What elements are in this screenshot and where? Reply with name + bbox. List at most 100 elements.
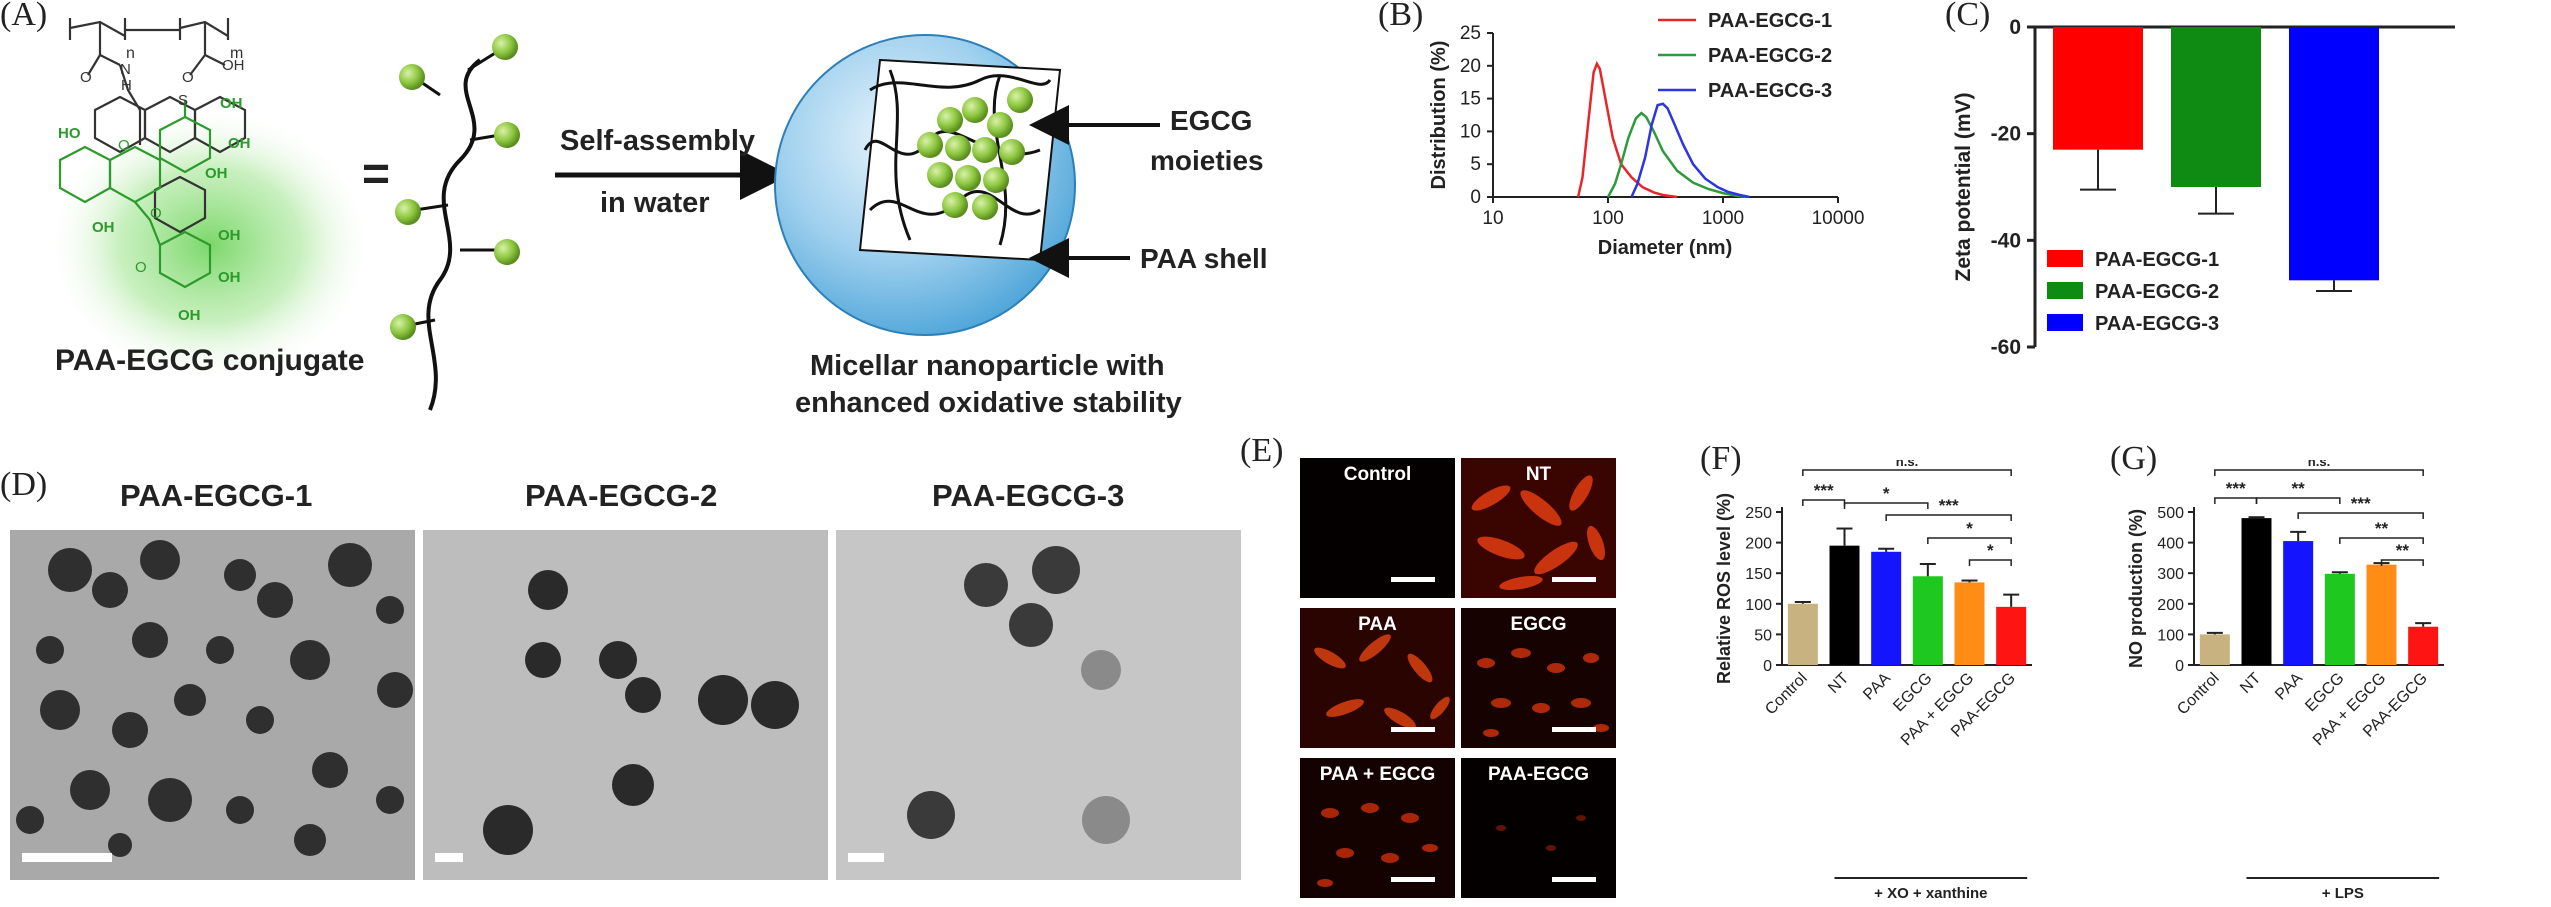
- tem-image-1: [10, 530, 415, 880]
- bar-4: [2324, 573, 2355, 665]
- atom-oh-2: OH: [220, 95, 243, 112]
- y-axis-label: NO production (%): [2126, 509, 2146, 668]
- panel-label-b: (B): [1378, 0, 1424, 33]
- shell-label: PAA shell: [1140, 243, 1268, 274]
- bar-3: [2289, 27, 2379, 281]
- atom-o2: O: [182, 69, 194, 86]
- y-tick-label: 100: [1745, 597, 1772, 614]
- y-tick-label: 0: [2175, 658, 2184, 675]
- scale-bar: [22, 853, 112, 862]
- fluorescence-cell-paa: PAA: [1300, 608, 1455, 748]
- panel-e-fluorescence-grid: Control NT PAA: [1300, 458, 1618, 905]
- scale-bar: [1552, 727, 1596, 732]
- x-tick-label: 1000: [1702, 208, 1744, 229]
- y-tick-label: 10: [1460, 121, 1481, 142]
- y-tick-label: 300: [2157, 566, 2184, 583]
- atom-oh-6: OH: [218, 269, 241, 286]
- micelle-caption-1: Micellar nanoparticle with: [810, 350, 1165, 382]
- egcg-label-2: moieties: [1150, 145, 1264, 176]
- significance-label: **: [2396, 541, 2410, 560]
- atom-o4: O: [150, 205, 162, 222]
- fluorescence-label: PAA + EGCG: [1319, 764, 1436, 785]
- x-tick-label: NT: [1825, 670, 1852, 697]
- micelle-caption-2: enhanced oxidative stability: [795, 387, 1182, 419]
- atom-oh-acid: OH: [222, 57, 245, 74]
- conjugate-label: PAA-EGCG conjugate: [55, 344, 364, 377]
- y-tick-label: -40: [1991, 229, 2021, 252]
- scale-bar: [1552, 877, 1596, 882]
- x-tick-label: Control: [1762, 670, 1810, 718]
- bar-1: [2199, 634, 2230, 665]
- y-tick-label: 500: [2157, 505, 2184, 522]
- y-tick-label: 15: [1460, 89, 1481, 110]
- panel-label-e: (E): [1240, 432, 1284, 469]
- egcg-label-1: EGCG: [1170, 105, 1252, 136]
- series-line-2: [1606, 111, 1747, 199]
- bar-4: [1912, 576, 1943, 665]
- atom-oh-1: OH: [228, 135, 251, 152]
- significance-bracket: [2255, 497, 2341, 504]
- panel-label-g: (G): [2110, 440, 2158, 477]
- tem-particles-1: [16, 540, 413, 857]
- atom-oh-3: OH: [205, 165, 228, 182]
- legend-label-1: PAA-EGCG-1: [1708, 10, 1832, 32]
- significance-label: n.s.: [2308, 460, 2330, 469]
- y-tick-label: 20: [1460, 56, 1481, 77]
- x-tick-label: PAA + EGCG: [2310, 670, 2389, 749]
- x-axis-label: Diameter (nm): [1598, 237, 1732, 259]
- panel-label-a: (A): [0, 0, 48, 33]
- fluorescence-label: EGCG: [1510, 614, 1567, 635]
- atom-o3: O: [118, 137, 130, 154]
- significance-label: n.s.: [1896, 460, 1918, 469]
- y-tick-label: 0: [1470, 187, 1481, 208]
- significance-bracket: [2214, 469, 2424, 476]
- x-tick-label: 10000: [1812, 208, 1865, 229]
- significance-bracket: [1927, 537, 2012, 544]
- scale-bar: [848, 853, 884, 862]
- significance-label: ***: [1939, 496, 1959, 515]
- fluorescence-cell-paa-plus-egcg: PAA + EGCG: [1300, 758, 1455, 898]
- significance-label: ***: [2226, 479, 2246, 498]
- y-tick-label: 50: [1754, 627, 1772, 644]
- tem-title-1: PAA-EGCG-1: [120, 478, 313, 513]
- equals-sign: =: [362, 148, 390, 201]
- scale-bar: [1391, 727, 1435, 732]
- fluorescence-label: PAA-EGCG: [1488, 764, 1589, 785]
- subscript-n: n: [126, 45, 135, 62]
- x-tick-label: 10: [1482, 208, 1503, 229]
- bar-6: [2408, 626, 2439, 665]
- panel-b-size-distribution-chart: 0 5 10 15 20 25 10 100 1000 10000 Diameter (nm) Dis…: [1428, 10, 1865, 259]
- bar-6: [1996, 606, 2027, 665]
- y-axis-label: Zeta potential (mV): [1952, 92, 1975, 281]
- x-tick-label: NT: [2237, 670, 2264, 697]
- y-tick-label: 25: [1460, 23, 1481, 44]
- legend-label-1: PAA-EGCG-1: [2095, 249, 2219, 271]
- y-tick-label: 5: [1470, 154, 1481, 175]
- panel-g-no-chart: 0 100 200 300 400 500 NO production (%) Control…: [2126, 460, 2444, 902]
- fluorescence-label: PAA: [1358, 614, 1397, 635]
- subscript-m: m: [230, 45, 243, 62]
- bar-3: [1871, 551, 1902, 665]
- tem-image-2: [423, 530, 828, 880]
- tem-image-3: [836, 530, 1241, 880]
- arrow-label-top: Self-assembly: [560, 125, 755, 157]
- panel-a-schematic: n m O N H O OH S O O O OH OH OH HO OH OH…: [45, 18, 1268, 419]
- significance-bracket: [1885, 514, 2012, 521]
- y-axis-label: Relative ROS level (%): [1714, 493, 1734, 684]
- legend-label-2: PAA-EGCG-2: [1708, 45, 1832, 67]
- significance-bracket: [2339, 537, 2424, 544]
- scale-bar: [1391, 877, 1435, 882]
- atom-o5: O: [135, 259, 147, 276]
- atom-nh-n: N: [120, 61, 131, 78]
- legend-label-3: PAA-EGCG-3: [1708, 80, 1832, 102]
- x-tick-label: PAA + EGCG: [1898, 670, 1977, 749]
- significance-label: **: [2375, 519, 2389, 538]
- panel-label-d: (D): [0, 466, 48, 503]
- bar-2: [2241, 518, 2272, 665]
- significance-label: ***: [2351, 494, 2371, 513]
- series-line-1: [1576, 60, 1678, 199]
- group-label: + LPS: [2322, 885, 2364, 902]
- significance-label: ***: [1814, 481, 1834, 500]
- significance-bracket: [2380, 559, 2424, 566]
- significance-label: *: [1987, 541, 1994, 560]
